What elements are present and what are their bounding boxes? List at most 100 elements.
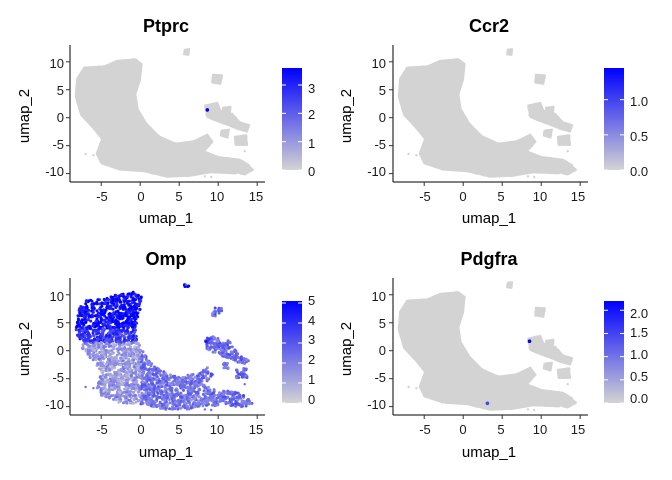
cell-point bbox=[107, 159, 110, 163]
cell-point bbox=[134, 161, 137, 164]
cell-point bbox=[141, 124, 144, 127]
cell-point bbox=[204, 167, 208, 170]
cell-point bbox=[86, 92, 90, 96]
cell-point bbox=[515, 161, 518, 164]
y-axis-label: umap_2 bbox=[338, 89, 355, 143]
cell-point bbox=[441, 141, 445, 144]
cell-point bbox=[213, 104, 216, 108]
cell-point bbox=[109, 62, 113, 66]
panel-title: Ptprc bbox=[143, 16, 189, 36]
cell-point bbox=[243, 150, 246, 153]
cell-point bbox=[451, 82, 454, 86]
cell-point bbox=[415, 96, 418, 99]
cell-point bbox=[500, 148, 503, 151]
cell-point bbox=[111, 161, 115, 164]
cell-point bbox=[471, 139, 474, 142]
cell-point bbox=[166, 161, 169, 164]
cell-point bbox=[241, 128, 244, 131]
cell-point bbox=[107, 65, 110, 68]
cell-point bbox=[133, 112, 136, 116]
cell-point bbox=[440, 95, 443, 98]
x-tick-label: -5 bbox=[419, 189, 431, 204]
cell-point bbox=[101, 150, 104, 153]
cell-point bbox=[158, 163, 161, 166]
cell-point bbox=[183, 165, 186, 168]
cell-point bbox=[183, 161, 186, 164]
cell-point bbox=[527, 157, 530, 161]
cell-point bbox=[218, 118, 221, 121]
cell-point bbox=[405, 106, 408, 109]
cell-point bbox=[116, 158, 119, 161]
cell-point bbox=[108, 101, 111, 104]
cell-point bbox=[126, 69, 129, 72]
cell-point bbox=[480, 147, 484, 150]
cell-point bbox=[112, 63, 115, 66]
cell-point bbox=[115, 162, 119, 166]
cell-point bbox=[426, 151, 430, 154]
cell-point bbox=[406, 107, 410, 111]
y-tick-label: 5 bbox=[379, 83, 386, 98]
cell-point bbox=[412, 86, 415, 90]
cell-point bbox=[558, 135, 561, 139]
cell-point bbox=[132, 161, 135, 164]
cell-point bbox=[529, 103, 532, 107]
cell-point bbox=[127, 153, 130, 157]
cell-point bbox=[428, 84, 431, 87]
cell-point bbox=[445, 145, 449, 148]
cell-point bbox=[111, 75, 115, 78]
cell-point bbox=[105, 155, 108, 158]
cell-point bbox=[437, 77, 441, 81]
cell-point bbox=[116, 144, 120, 148]
cell-point bbox=[104, 112, 107, 115]
cell-point bbox=[133, 146, 136, 149]
cell-point bbox=[147, 160, 151, 164]
cell-point bbox=[125, 149, 129, 152]
cell-point bbox=[121, 124, 125, 127]
cell-point bbox=[135, 82, 139, 85]
cell-point bbox=[234, 167, 237, 170]
cell-point bbox=[523, 164, 526, 167]
cell-point bbox=[482, 150, 485, 154]
cell-point bbox=[446, 99, 450, 102]
cell-point bbox=[517, 158, 521, 161]
cell-point bbox=[108, 105, 111, 108]
cell-point bbox=[94, 87, 98, 90]
cell-point bbox=[520, 166, 523, 170]
cell-point bbox=[217, 78, 221, 82]
cell-point bbox=[100, 72, 104, 75]
cell-point bbox=[525, 167, 528, 171]
cell-point bbox=[535, 161, 538, 165]
cell-point bbox=[438, 91, 442, 94]
cell-point bbox=[78, 74, 81, 77]
cell-point bbox=[131, 60, 134, 63]
cell-point bbox=[412, 120, 415, 124]
cell-point bbox=[108, 142, 112, 145]
cell-point bbox=[435, 165, 438, 168]
cell-point bbox=[447, 88, 450, 92]
cell-point bbox=[455, 123, 458, 126]
cell-point bbox=[448, 127, 451, 131]
cell-point bbox=[115, 99, 119, 103]
cell-point bbox=[212, 77, 215, 81]
cell-point bbox=[237, 139, 241, 143]
cell-point bbox=[470, 160, 474, 164]
cell-point bbox=[534, 117, 538, 121]
cell-point bbox=[456, 150, 459, 153]
cell-point bbox=[99, 126, 102, 129]
cell-point bbox=[553, 123, 556, 127]
cell-point bbox=[119, 147, 123, 150]
cell-point bbox=[560, 143, 563, 146]
cell-point bbox=[111, 66, 115, 70]
cell-point bbox=[154, 137, 158, 140]
cell-point bbox=[129, 112, 132, 115]
cell-point bbox=[132, 148, 135, 151]
cell-point bbox=[157, 171, 160, 174]
cell-point bbox=[193, 172, 197, 175]
cell-point bbox=[209, 142, 212, 145]
cell-point bbox=[474, 149, 477, 152]
cell-point bbox=[150, 169, 153, 172]
cell-point bbox=[495, 160, 499, 164]
cell-point bbox=[94, 81, 97, 85]
cell-point bbox=[117, 115, 120, 118]
cell-point bbox=[130, 163, 133, 166]
